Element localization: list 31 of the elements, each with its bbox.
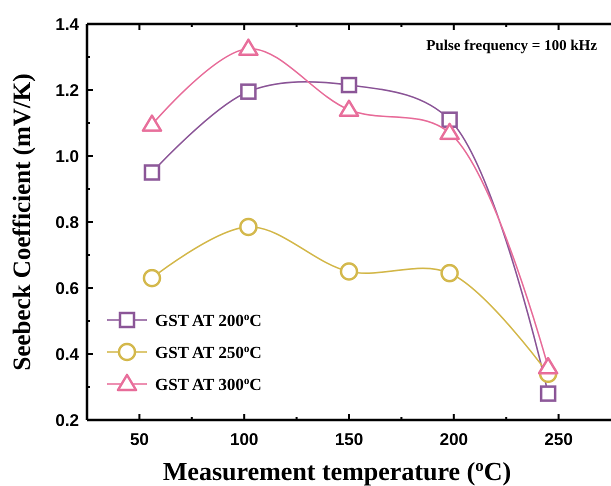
y-tick-label: 1.0 <box>55 147 79 166</box>
x-tick-label: 100 <box>230 430 258 449</box>
legend-label: GST AT 200$^{o}$C <box>155 311 262 330</box>
y-axis-title: Seebeck Coefficient (mV/K) <box>9 73 36 371</box>
legend-label: GST AT 250$^{o}$C <box>155 343 262 362</box>
point <box>144 164 160 181</box>
y-tick-label: 1.2 <box>55 81 79 100</box>
x-tick-label: 200 <box>440 430 468 449</box>
y-tick-label: 0.4 <box>55 345 80 364</box>
point <box>340 262 358 281</box>
y-tick-label: 0.8 <box>55 213 79 232</box>
x-tick-label: 50 <box>130 430 149 449</box>
point <box>238 38 259 56</box>
point <box>338 100 360 118</box>
point <box>441 111 458 128</box>
point <box>142 268 162 288</box>
legend-label: GST AT 300$^{o}$C <box>155 375 262 394</box>
y-tick-label: 1.4 <box>55 15 80 34</box>
point <box>340 76 358 94</box>
x-axis-title: Measurement temperature ($^{o}$C) <box>162 456 512 486</box>
point <box>240 83 257 100</box>
point <box>239 218 258 236</box>
y-tick-label: 0.6 <box>55 279 79 298</box>
point <box>142 114 162 132</box>
x-tick-label: 150 <box>334 430 364 449</box>
x-tick-label: 250 <box>544 430 573 449</box>
point <box>439 122 460 140</box>
point <box>440 264 459 282</box>
point <box>540 385 556 402</box>
annotation: Pulse frequency = 100 kHz <box>426 38 598 54</box>
y-tick-label: 0.2 <box>55 411 79 430</box>
